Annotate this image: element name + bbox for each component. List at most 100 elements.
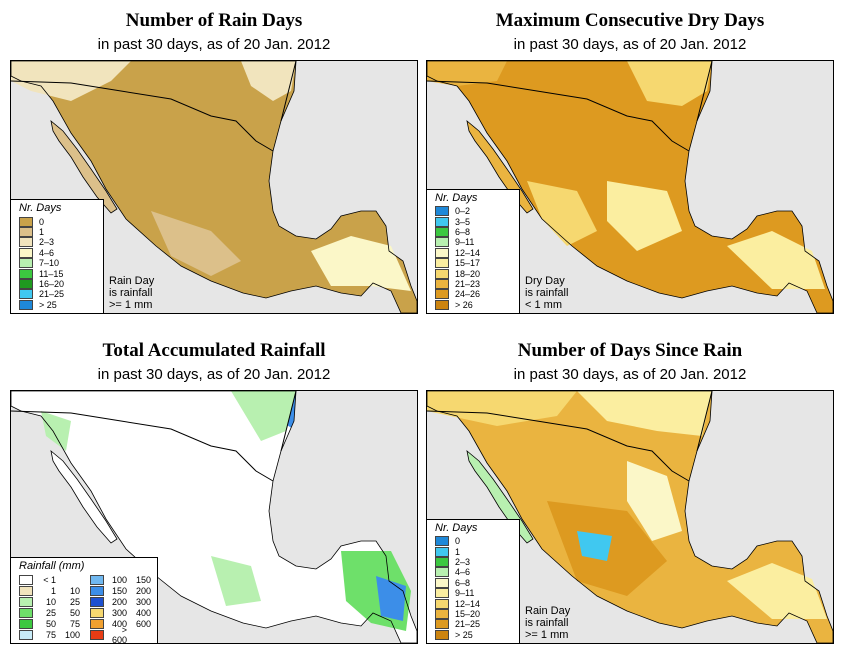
legend-swatch [19,258,33,269]
legend-swatch [19,629,33,640]
legend-item: 24–26 [427,289,519,300]
legend-item: 0–2 [427,206,519,217]
legend-swatch [435,577,449,588]
legend-item: 12–14 [427,598,519,609]
legend-swatch [19,618,33,629]
panel-title: Maximum Consecutive Dry Days [495,10,765,31]
legend-label: 21–23 [455,279,481,290]
legend-swatch [435,609,449,620]
legend-range-high: 75 [69,618,80,629]
legend-swatch [19,596,33,607]
legend-label: 3–5 [455,216,471,227]
legend-item: 50 75 [19,618,80,629]
map-graphic [427,61,833,313]
legend-label: 0 [39,216,45,227]
legend-range-low: > 600 [111,624,127,644]
legend-item: > 600 [90,625,151,643]
legend-item: 1 [11,227,103,238]
legend-swatch [19,237,33,248]
panel-title: Total Accumulated Rainfall [102,340,326,361]
legend-swatch [19,216,33,227]
legend-label: 1 [39,227,45,238]
legend-item: 15–20 [427,609,519,620]
legend-item: 75 100 [19,629,80,640]
legend-label: 12–14 [455,247,481,258]
panel-subtitle: in past 30 days, as of 20 Jan. 2012 [97,366,331,383]
legend-label: 15–20 [455,609,481,620]
legend-range-low: 100 [111,574,127,585]
legend-range-low: < 1 [43,574,56,585]
legend-swatch [19,299,33,310]
legend-item: > 25 [427,629,519,640]
legend-item: 300 400 [90,607,151,618]
legend-title: Rainfall (mm) [19,560,85,572]
legend-item: < 1 [19,574,80,585]
legend-item: 4–6 [11,247,103,258]
legend-swatch [435,279,449,290]
legend-range-low: 75 [45,629,56,640]
legend-swatch [90,607,104,618]
legend-label: 1 [455,546,461,557]
legend-item: 0 [427,536,519,547]
legend-swatch [435,247,449,258]
legend-swatch [19,585,33,596]
legend-item: 18–20 [427,268,519,279]
legend-item: 400 600 [90,618,151,629]
legend-swatch [435,598,449,609]
legend-range-low: 400 [111,618,127,629]
legend-swatch [435,567,449,578]
legend-item: 9–11 [427,588,519,599]
legend-swatch [90,629,104,640]
panel-days-since-rain: Number of Days Since Rain in past 30 day… [426,330,834,650]
panel-total-rainfall: Total Accumulated Rainfall in past 30 da… [10,330,418,650]
legend-note: Rain Day is rainfall >= 1 mm [109,275,155,311]
legend-item: 7–10 [11,258,103,269]
legend-swatch [435,206,449,217]
legend-note: Rain Day is rainfall >= 1 mm [525,605,571,641]
legend-swatch [435,227,449,238]
legend-swatch [90,585,104,596]
legend-item: 25 50 [19,607,80,618]
legend-swatch [435,557,449,568]
legend-label: > 25 [39,299,57,310]
legend-item: 200 300 [90,596,151,607]
legend-range-low: 200 [111,596,127,607]
legend-item: 12–14 [427,247,519,258]
panel-subtitle: in past 30 days, as of 20 Jan. 2012 [97,36,331,53]
legend-item: 0 [11,216,103,227]
legend-range-low: 25 [45,607,56,618]
legend-item: 100 150 [90,574,151,585]
legend-label: 15–17 [455,258,481,269]
legend-label: 0 [455,536,461,547]
legend-range-high: 10 [69,585,80,596]
legend-swatch [19,279,33,290]
legend-label: 4–6 [455,567,471,578]
legend-label: 7–10 [39,258,60,269]
legend-range-low: 50 [45,618,56,629]
legend-swatch [435,629,449,640]
legend-label: 6–8 [455,227,471,238]
legend-label: 2–3 [39,237,55,248]
legend-range-high: 200 [135,585,151,596]
legend-label: > 25 [455,629,473,640]
legend-swatch [435,258,449,269]
panel-subtitle: in past 30 days, as of 20 Jan. 2012 [513,36,747,53]
legend-range-high: 300 [135,596,151,607]
legend-range-high: 100 [64,629,80,640]
legend-label: > 26 [455,299,473,310]
legend-range-high: 150 [135,574,151,585]
legend-title: Nr. Days [435,522,478,535]
legend-item: 10 25 [19,596,80,607]
map-total-rainfall: Rainfall (mm) < 1 1 10 10 25 25 50 50 75 75 100 10… [10,390,418,644]
legend-item: 2–3 [11,237,103,248]
legend-item: > 25 [11,299,103,310]
legend-item: 150 200 [90,585,151,596]
legend-swatch [435,588,449,599]
legend-item: 1 [427,546,519,557]
legend-label: 2–3 [455,557,471,568]
legend-dry-days: Nr. Days 0–2 3–5 6–8 9–11 12–14 15–17 18–20 21–… [427,189,520,313]
legend-title: Nr. Days [435,192,478,205]
legend-item: 6–8 [427,577,519,588]
legend-item: 6–8 [427,227,519,238]
legend-swatch [435,289,449,300]
